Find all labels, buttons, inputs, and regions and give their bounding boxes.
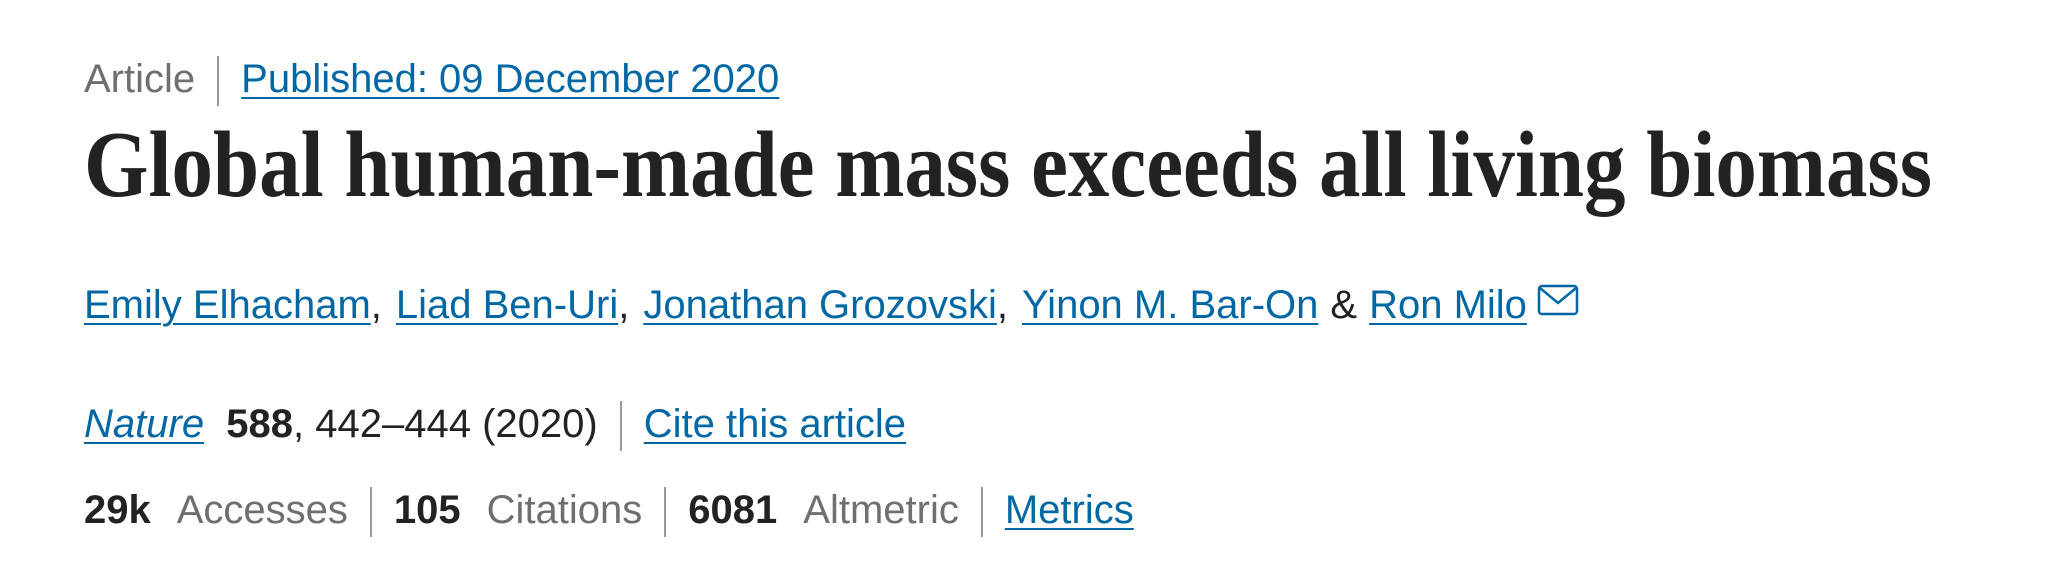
article-title: Global human-made mass exceeds all livin… [84,116,1932,217]
author-connector: , [370,283,382,327]
author-connector: & [1330,283,1358,327]
volume: 588 [226,402,294,446]
author-link[interactable]: Liad Ben-Uri [395,283,619,327]
published-date[interactable]: Published: 09 December 2020 [241,57,780,101]
metric-label: Citations [486,488,643,532]
separator [980,487,983,538]
author-connector: , [618,283,630,327]
article-header: Article Published: 09 December 2020 [84,54,780,107]
separator [664,487,667,538]
metric-value: 6081 [688,488,778,532]
author-link[interactable]: Jonathan Grozovski [643,283,997,327]
author-connector: , [996,283,1008,327]
author-link[interactable]: Ron Milo [1369,283,1527,327]
journal-name[interactable]: Nature [84,402,205,446]
email-icon[interactable] [1537,284,1579,318]
citation-line: Nature 588, 442–444 (2020) Cite this arti… [84,399,907,452]
metric-label: Accesses [176,488,348,532]
article-type: Article [84,57,196,101]
author-link[interactable]: Yinon M. Bar-On [1021,283,1319,327]
cite-link[interactable]: Cite this article [643,402,907,446]
author-link[interactable]: Emily Elhacham [84,283,371,327]
separator [369,487,372,538]
metrics-line: 29k Accesses 105 Citations 6081 Altmetric Metr… [84,485,1134,538]
separator [217,56,220,107]
metric-value: 105 [393,488,461,532]
author-list: Emily Elhacham, Liad Ben-Uri, Jonathan Gro… [84,280,1579,330]
title-box: Global human-made mass exceeds all livin… [84,116,1932,217]
metric-value: 29k [84,488,151,532]
metric-label: Altmetric [803,488,959,532]
metrics-link[interactable]: Metrics [1004,488,1134,532]
pages-year: , 442–444 (2020) [293,402,598,446]
separator [619,401,622,452]
